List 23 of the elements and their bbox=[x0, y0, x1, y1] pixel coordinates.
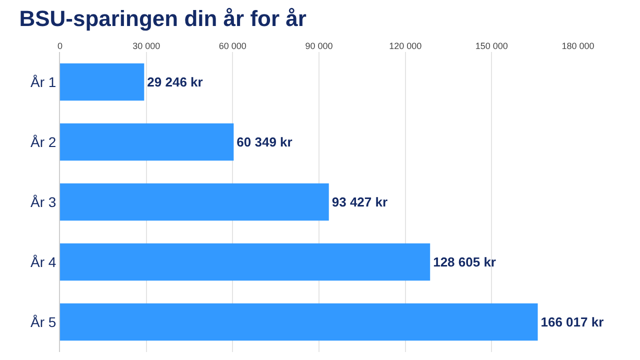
x-tick-label: 60 000 bbox=[218, 41, 246, 52]
data-label: 166 017 kr bbox=[540, 314, 604, 330]
y-tick-label: År 4 bbox=[30, 254, 56, 270]
x-tick-label: 0 bbox=[57, 41, 63, 52]
bar bbox=[60, 63, 144, 101]
x-tick-label: 90 000 bbox=[305, 41, 333, 52]
y-tick-label: År 3 bbox=[30, 194, 56, 210]
data-label: 128 605 kr bbox=[433, 254, 496, 270]
bar bbox=[60, 243, 430, 281]
chart-title: BSU-sparingen din år for år bbox=[19, 6, 307, 32]
bar bbox=[60, 183, 329, 221]
x-tick-label: 180 000 bbox=[562, 41, 594, 52]
data-label: 93 427 kr bbox=[332, 194, 388, 210]
data-label: 60 349 kr bbox=[236, 134, 292, 150]
y-tick-label: År 2 bbox=[30, 134, 56, 150]
y-tick-label: År 5 bbox=[30, 314, 56, 330]
data-label: 29 246 kr bbox=[147, 74, 203, 90]
x-tick-label: 30 000 bbox=[132, 41, 160, 52]
x-tick-label: 120 000 bbox=[389, 41, 422, 52]
bar bbox=[60, 303, 538, 341]
bar bbox=[60, 123, 234, 161]
x-tick-label: 150 000 bbox=[475, 41, 508, 52]
y-tick-label: År 1 bbox=[30, 74, 56, 90]
